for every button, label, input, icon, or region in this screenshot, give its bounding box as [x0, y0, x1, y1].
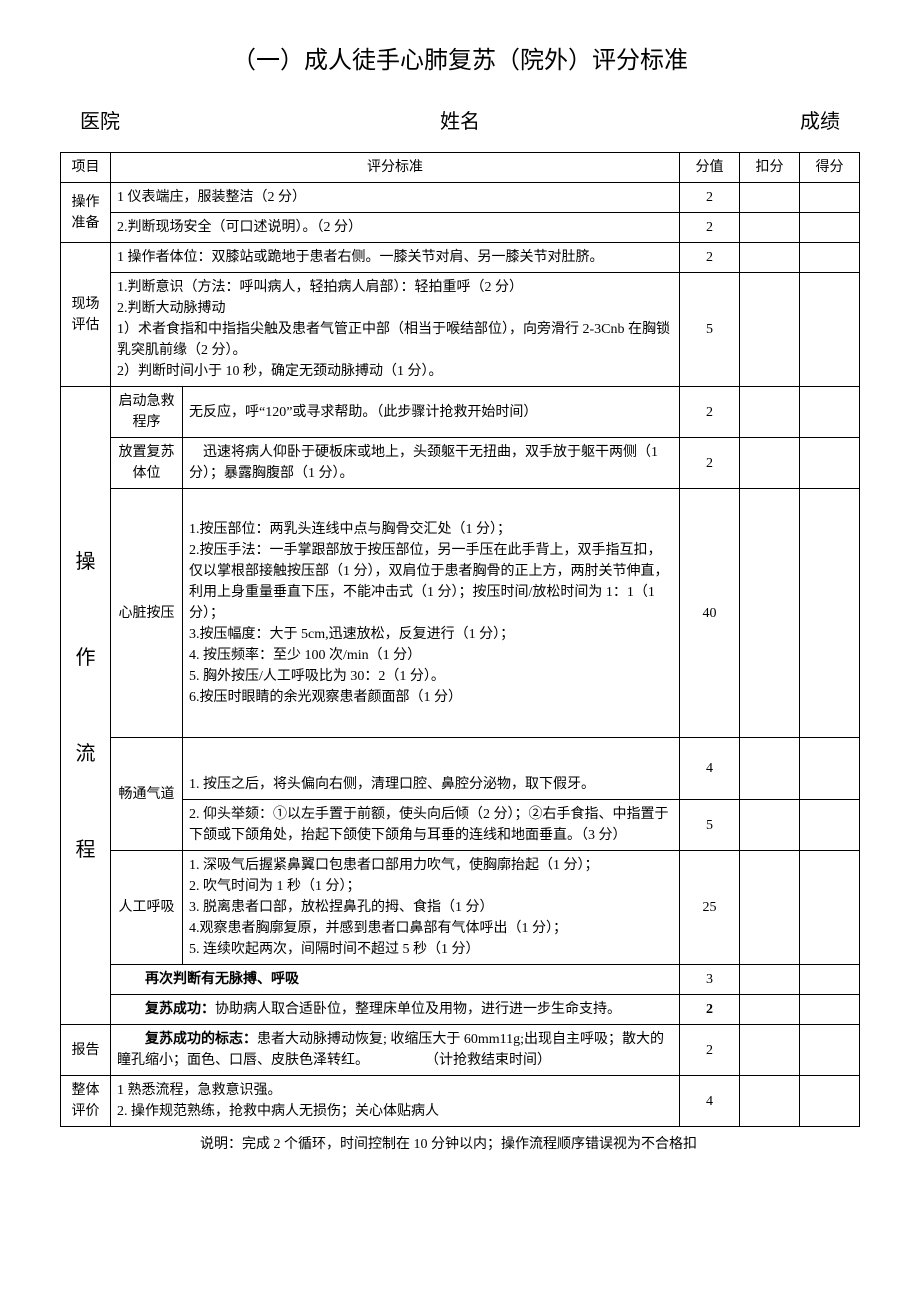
flow-airway2-val: 5 — [680, 800, 740, 851]
table-row: 畅通气道 1. 按压之后，将头偏向右侧，清理口腔、鼻腔分泌物，取下假牙。 4 — [61, 738, 860, 800]
label-hospital: 医院 — [80, 105, 120, 134]
table-row: 报告 复苏成功的标志：患者大动脉搏动恢复; 收缩压大于 60mm11g;出现自主… — [61, 1025, 860, 1076]
scene-r1-text: 1 操作者体位：双膝站或跪地于患者右侧。一膝关节对肩、另一膝关节对肚脐。 — [111, 243, 680, 273]
cell-score[interactable] — [800, 243, 860, 273]
th-deduct: 扣分 — [740, 153, 800, 183]
page-title: （一）成人徒手心肺复苏（院外）评分标准 — [60, 40, 860, 75]
table-row: 心脏按压 1.按压部位：两乳头连线中点与胸骨交汇处（1 分）； 2.按压手法：一… — [61, 489, 860, 738]
section-report-label: 报告 — [61, 1025, 111, 1076]
table-row: 整体评价 1 熟悉流程，急救意识强。 2. 操作规范熟练，抢救中病人无损伤；关心… — [61, 1076, 860, 1127]
flow-success-bold: 复苏成功： — [145, 1002, 215, 1017]
flow-airway1-text: 1. 按压之后，将头偏向右侧，清理口腔、鼻腔分泌物，取下假牙。 — [183, 738, 680, 800]
flow-press-val: 40 — [680, 489, 740, 738]
flow-place-text: 迅速将病人仰卧于硬板床或地上，头颈躯干无扭曲，双手放于躯干两侧（1 分）；暴露胸… — [183, 438, 680, 489]
label-score: 成绩 — [800, 105, 840, 134]
th-score: 得分 — [800, 153, 860, 183]
cell-score[interactable] — [800, 489, 860, 738]
flow-start-text: 无反应，呼“120”或寻求帮助。（此步骤计抢救开始时间） — [183, 387, 680, 438]
cell-deduct[interactable] — [740, 1025, 800, 1076]
cell-deduct[interactable] — [740, 243, 800, 273]
prep-r2-text: 2.判断现场安全（可口述说明）。（2 分） — [111, 213, 680, 243]
flow-airway-sub: 畅通气道 — [111, 738, 183, 851]
th-value: 分值 — [680, 153, 740, 183]
cell-deduct[interactable] — [740, 965, 800, 995]
table-row: 1.判断意识（方法：呼叫病人，轻拍病人肩部）：轻拍重呼（2 分） 2.判断大动脉… — [61, 273, 860, 387]
flow-place-val: 2 — [680, 438, 740, 489]
table-row: 操 作 流 程 启动急救程序 无反应，呼“120”或寻求帮助。（此步骤计抢救开始… — [61, 387, 860, 438]
cell-score[interactable] — [800, 851, 860, 965]
cell-deduct[interactable] — [740, 851, 800, 965]
prep-r1-val: 2 — [680, 183, 740, 213]
th-criteria: 评分标准 — [111, 153, 680, 183]
report-text: 复苏成功的标志：患者大动脉搏动恢复; 收缩压大于 60mm11g;出现自主呼吸；… — [111, 1025, 680, 1076]
flow-success-val: 2 — [680, 995, 740, 1025]
flow-recheck-text: 再次判断有无脉搏、呼吸 — [111, 965, 680, 995]
table-row: 现场评估 1 操作者体位：双膝站或跪地于患者右侧。一膝关节对肩、另一膝关节对肚脐… — [61, 243, 860, 273]
cell-deduct[interactable] — [740, 387, 800, 438]
overall-val: 4 — [680, 1076, 740, 1127]
cell-score[interactable] — [800, 183, 860, 213]
cell-score[interactable] — [800, 213, 860, 243]
flow-airway1-val: 4 — [680, 738, 740, 800]
flow-breath-text: 1. 深吸气后握紧鼻翼口包患者口部用力吹气，使胸廓抬起（1 分）； 2. 吹气时… — [183, 851, 680, 965]
flow-start-val: 2 — [680, 387, 740, 438]
cell-deduct[interactable] — [740, 213, 800, 243]
flow-recheck-val: 3 — [680, 965, 740, 995]
cell-score[interactable] — [800, 273, 860, 387]
cell-score[interactable] — [800, 800, 860, 851]
scene-r1-val: 2 — [680, 243, 740, 273]
section-scene-label: 现场评估 — [61, 243, 111, 387]
table-row: 2.判断现场安全（可口述说明）。（2 分） 2 — [61, 213, 860, 243]
cell-score[interactable] — [800, 1076, 860, 1127]
cell-deduct[interactable] — [740, 273, 800, 387]
scene-r2-text: 1.判断意识（方法：呼叫病人，轻拍病人肩部）：轻拍重呼（2 分） 2.判断大动脉… — [111, 273, 680, 387]
prep-r1-text: 1 仪表端庄，服装整洁（2 分） — [111, 183, 680, 213]
cell-deduct[interactable] — [740, 1076, 800, 1127]
report-val: 2 — [680, 1025, 740, 1076]
table-row: 放置复苏体位 迅速将病人仰卧于硬板床或地上，头颈躯干无扭曲，双手放于躯干两侧（1… — [61, 438, 860, 489]
flow-breath-sub: 人工呼吸 — [111, 851, 183, 965]
th-project: 项目 — [61, 153, 111, 183]
table-row: 复苏成功：协助病人取合适卧位，整理床单位及用物，进行进一步生命支持。 2 — [61, 995, 860, 1025]
flow-success-rest: 协助病人取合适卧位，整理床单位及用物，进行进一步生命支持。 — [215, 1002, 621, 1017]
flow-breath-val: 25 — [680, 851, 740, 965]
cell-deduct[interactable] — [740, 183, 800, 213]
cell-deduct[interactable] — [740, 489, 800, 738]
cell-score[interactable] — [800, 965, 860, 995]
cell-score[interactable] — [800, 738, 860, 800]
label-name: 姓名 — [440, 105, 480, 134]
table-header-row: 项目 评分标准 分值 扣分 得分 — [61, 153, 860, 183]
cell-deduct[interactable] — [740, 995, 800, 1025]
section-overall-label: 整体评价 — [61, 1076, 111, 1127]
info-row: 医院 姓名 成绩 — [80, 105, 840, 134]
table-row: 再次判断有无脉搏、呼吸 3 — [61, 965, 860, 995]
cell-score[interactable] — [800, 387, 860, 438]
section-prep-label: 操作准备 — [61, 183, 111, 243]
flow-place-sub: 放置复苏体位 — [111, 438, 183, 489]
scene-r2-val: 5 — [680, 273, 740, 387]
report-bold: 复苏成功的标志： — [145, 1032, 257, 1047]
flow-airway2-text: 2. 仰头举颏：①以左手置于前额，使头向后倾（2 分）；②右手食指、中指置于下颌… — [183, 800, 680, 851]
scoring-table: 项目 评分标准 分值 扣分 得分 操作准备 1 仪表端庄，服装整洁（2 分） 2… — [60, 152, 860, 1127]
flow-press-text: 1.按压部位：两乳头连线中点与胸骨交汇处（1 分）； 2.按压手法：一手掌跟部放… — [183, 489, 680, 738]
table-row: 操作准备 1 仪表端庄，服装整洁（2 分） 2 — [61, 183, 860, 213]
cell-deduct[interactable] — [740, 800, 800, 851]
flow-start-sub: 启动急救程序 — [111, 387, 183, 438]
cell-score[interactable] — [800, 1025, 860, 1076]
table-row: 人工呼吸 1. 深吸气后握紧鼻翼口包患者口部用力吹气，使胸廓抬起（1 分）； 2… — [61, 851, 860, 965]
section-flow-label: 操 作 流 程 — [61, 387, 111, 1025]
cell-score[interactable] — [800, 438, 860, 489]
overall-text: 1 熟悉流程，急救意识强。 2. 操作规范熟练，抢救中病人无损伤；关心体贴病人 — [111, 1076, 680, 1127]
footer-note: 说明：完成 2 个循环，时间控制在 10 分钟以内；操作流程顺序错误视为不合格扣 — [60, 1133, 860, 1153]
cell-deduct[interactable] — [740, 738, 800, 800]
cell-deduct[interactable] — [740, 438, 800, 489]
prep-r2-val: 2 — [680, 213, 740, 243]
flow-press-sub: 心脏按压 — [111, 489, 183, 738]
cell-score[interactable] — [800, 995, 860, 1025]
flow-success-text: 复苏成功：协助病人取合适卧位，整理床单位及用物，进行进一步生命支持。 — [111, 995, 680, 1025]
